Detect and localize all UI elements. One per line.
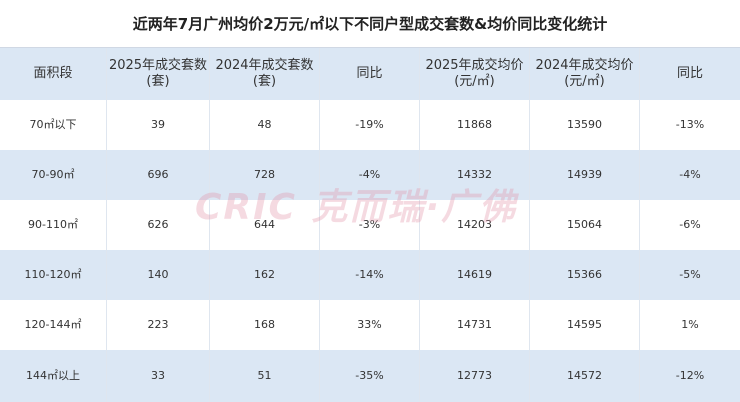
table-cell: 110-120㎡	[0, 250, 107, 300]
table-cell: -4%	[320, 150, 420, 200]
table-row: 110-120㎡ 140 162 -14% 14619 15366 -5%	[0, 250, 740, 300]
header-text: (元/㎡)	[454, 74, 495, 89]
table-cell: 14939	[530, 150, 640, 200]
header-text: 2025年成交套数	[108, 58, 208, 73]
header-text: 同比	[356, 66, 383, 81]
table-cell: 13590	[530, 100, 640, 150]
header-text: (套)	[146, 74, 170, 89]
table-cell: 223	[107, 300, 210, 350]
table-cell: 14572	[530, 350, 640, 402]
header-text: (元/㎡)	[564, 74, 605, 89]
header-row: 面积段 2025年成交套数 (套) 2024年成交套数 (套) 同比 2025年成交均价 (元…	[0, 48, 740, 100]
table-cell: -6%	[679, 218, 701, 231]
table-cell: -3%	[320, 200, 420, 250]
header-cell: 同比	[320, 48, 420, 100]
header-cell: 2024年成交套数 (套)	[210, 48, 320, 100]
table-cell: 11868	[420, 100, 530, 150]
table-cell: 90-110㎡	[0, 200, 107, 250]
table-cell: 168	[210, 300, 320, 350]
table-cell: 51	[210, 350, 320, 402]
table-cell: 33	[107, 350, 210, 402]
header-text: 2024年成交套数	[215, 58, 314, 73]
table-row: 70㎡以下 39 48 -19% 11868 13590 -13%	[0, 100, 740, 150]
table-cell: 70-90㎡	[0, 150, 107, 200]
header-text: (套)	[252, 74, 277, 89]
table-cell: -35%	[320, 350, 420, 402]
header-cell: 2024年成交均价 (元/㎡)	[530, 48, 640, 100]
table-cell: 15064	[530, 200, 640, 250]
table-cell: 14203	[420, 200, 530, 250]
header-text: 2024年成交均价	[535, 58, 634, 73]
table-cell: -5%	[679, 268, 701, 281]
header-cell: 面积段	[0, 48, 107, 100]
header-text: 2025年成交均价	[425, 58, 524, 73]
table-cell: 15366	[530, 250, 640, 300]
table-cell: -19%	[320, 100, 420, 150]
title: 近两年7月广州均价2万元/㎡以下不同户型成交套数&均价同比变化统计	[0, 0, 740, 48]
table-cell: 12773	[420, 350, 530, 402]
table-cell: 728	[210, 150, 320, 200]
table-cell: -12%	[675, 369, 705, 382]
table-cell: 144㎡以上	[0, 350, 107, 402]
table-row: 90-110㎡ 626 644 -3% 14203 15064 -6%	[0, 200, 740, 250]
table-row: 70-90㎡ 696 728 -4% 14332 14939 -4%	[0, 150, 740, 200]
table-cell: 14619	[420, 250, 530, 300]
table-cell: 1%	[681, 318, 699, 331]
table-cell: 14595	[530, 300, 640, 350]
header-cell: 2025年成交均价 (元/㎡)	[420, 48, 530, 100]
table-cell: 33%	[320, 300, 420, 350]
table-cell: -13%	[675, 118, 705, 131]
table-cell: 39	[107, 100, 210, 150]
table-row: 144㎡以上 33 51 -35% 12773 14572 -12%	[0, 350, 740, 402]
table-row: 120-144㎡ 223 168 33% 14731 14595 1%	[0, 300, 740, 350]
header-text: 同比	[676, 66, 703, 81]
table-cell: 644	[210, 200, 320, 250]
table-cell: 48	[210, 100, 320, 150]
table-cell: 70㎡以下	[0, 100, 107, 150]
table-cell: 120-144㎡	[0, 300, 107, 350]
table-cell: 162	[210, 250, 320, 300]
table-cell: 140	[107, 250, 210, 300]
header-text: 面积段	[33, 66, 73, 81]
table-cell: 14731	[420, 300, 530, 350]
table-cell: 14332	[420, 150, 530, 200]
table-cell: 626	[107, 200, 210, 250]
header-cell: 2025年成交套数 (套)	[107, 48, 210, 100]
table-cell: 696	[107, 150, 210, 200]
header-cell: 同比	[640, 48, 740, 100]
table-cell: -4%	[679, 168, 701, 181]
table-cell: -14%	[320, 250, 420, 300]
